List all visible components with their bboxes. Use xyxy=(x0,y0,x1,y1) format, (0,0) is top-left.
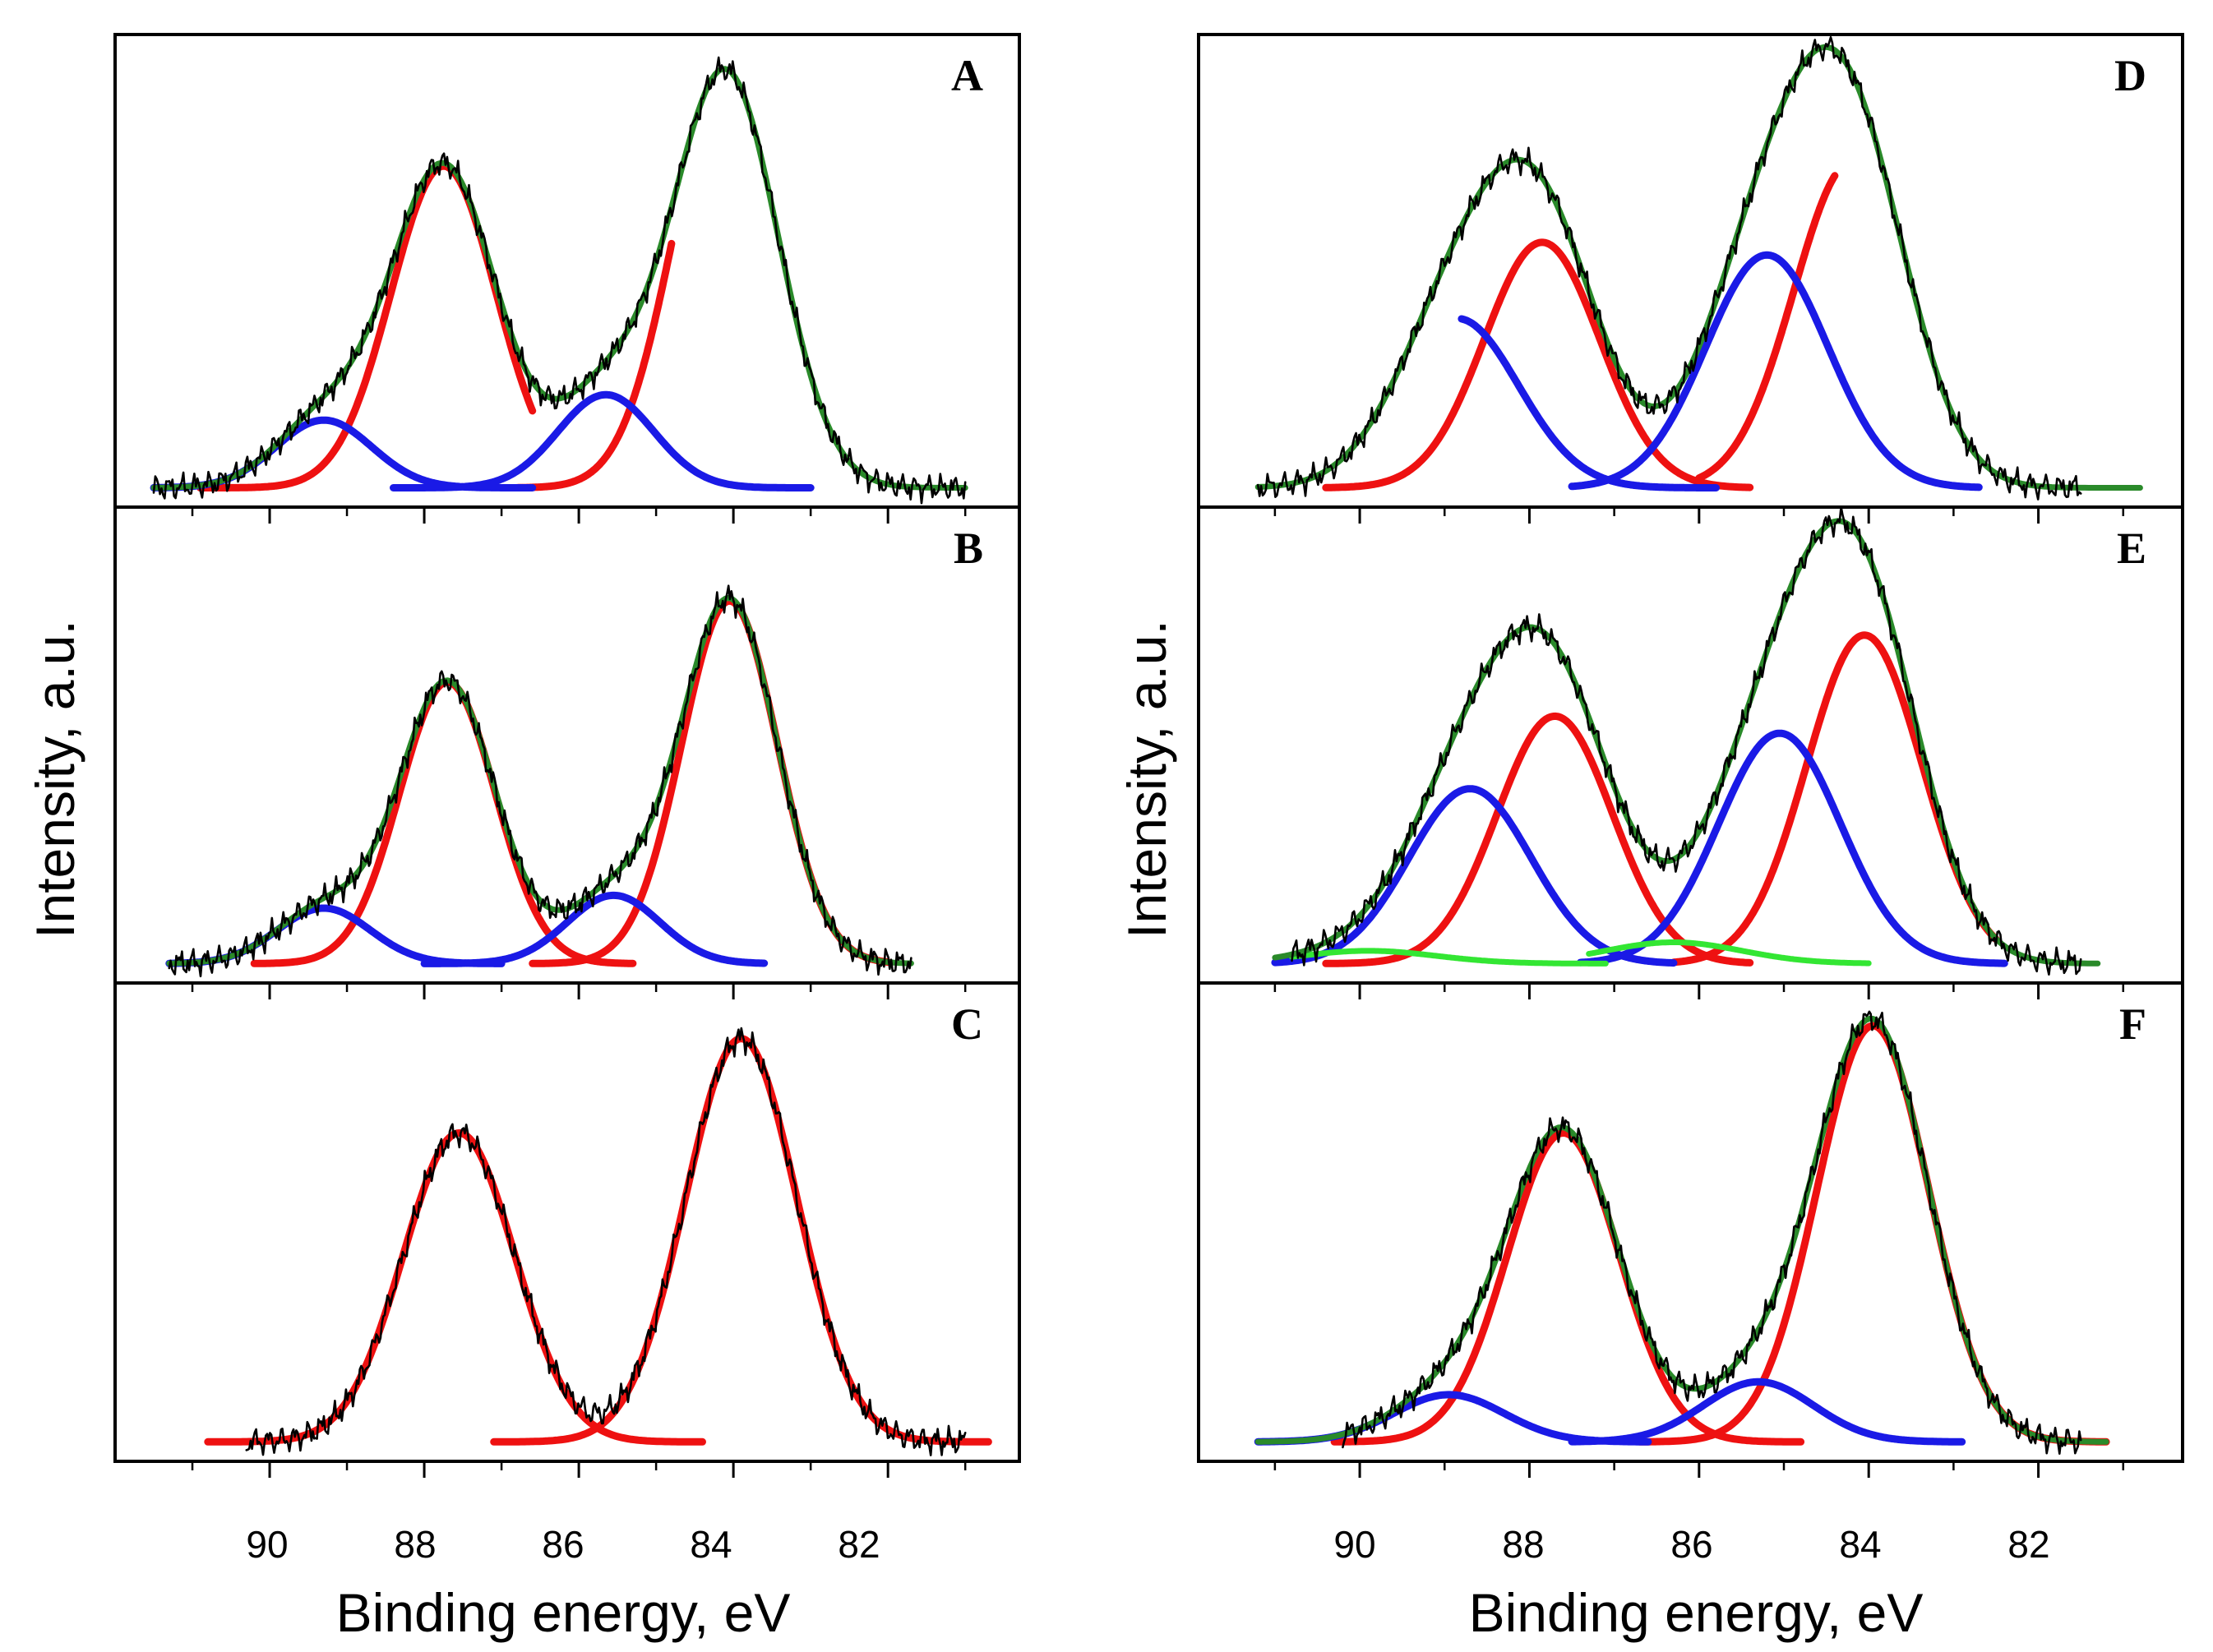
x-tick-label-right-88: 88 xyxy=(1502,1523,1544,1566)
x-tick-label-left-82: 82 xyxy=(838,1523,880,1566)
series-envelope xyxy=(1254,44,2143,491)
series-au0-4f7-2 xyxy=(513,239,676,491)
y-axis-title-right: Intensity, a.u. xyxy=(1116,620,1177,939)
panel-label: D xyxy=(2114,51,2146,100)
plot-area xyxy=(204,1027,992,1456)
series-minor-4f7-2 xyxy=(1586,939,1872,967)
series-au0-4f5-2 xyxy=(1322,238,1754,491)
x-tick-label-right-84: 84 xyxy=(1839,1523,1881,1566)
x-tick-label-left-88: 88 xyxy=(394,1523,436,1566)
x-tick-label-right-86: 86 xyxy=(1670,1523,1712,1566)
panel-label: C xyxy=(951,999,983,1049)
series-minor-4f5-2 xyxy=(1289,948,1609,967)
panel-label: F xyxy=(2119,999,2146,1049)
plot-area xyxy=(1254,36,2143,501)
panel-c: C xyxy=(113,981,1021,1478)
x-tick-labels-right: 90 88 86 84 82 xyxy=(1333,1523,2049,1566)
x-tick-label-left-84: 84 xyxy=(690,1523,732,1566)
panel-label: B xyxy=(954,524,983,573)
panel-f: F xyxy=(1197,981,2184,1478)
series-experimental xyxy=(168,584,912,978)
y-axis-title-left: Intensity, a.u. xyxy=(25,620,85,939)
panel-b: B xyxy=(113,505,1021,999)
plot-area xyxy=(1271,509,2101,976)
plot-area xyxy=(165,584,914,978)
series-experimental xyxy=(1291,509,2082,976)
series-experimental xyxy=(1342,1010,2082,1455)
panel-d: D xyxy=(1197,33,2184,524)
x-axis-title-right: Binding energy, eV xyxy=(1469,1582,1924,1643)
x-tick-label-left-90: 90 xyxy=(246,1523,288,1566)
plot-area xyxy=(150,56,968,505)
series-experimental xyxy=(152,56,967,505)
series-au0-4f7-2 xyxy=(1695,172,1839,482)
series-au0-4f5-2 xyxy=(1330,1129,1805,1446)
series-envelope xyxy=(150,66,968,491)
plot-area xyxy=(1254,1010,2110,1455)
panel-frame xyxy=(1197,981,2184,1463)
x-tick-label-left-86: 86 xyxy=(542,1523,584,1566)
panel-label: E xyxy=(2117,524,2146,573)
panel-frame xyxy=(113,981,1021,1463)
x-tick-label-right-90: 90 xyxy=(1333,1523,1375,1566)
series-au0-4f5-2 xyxy=(1322,712,1754,967)
series-au-4f7-2 xyxy=(1568,1377,1966,1446)
series-experimental xyxy=(1256,36,2082,501)
x-axis-title-left: Binding energy, eV xyxy=(336,1582,791,1643)
x-tick-labels-left: 90 88 86 84 82 xyxy=(246,1523,880,1566)
series-au-4f7-2 xyxy=(1576,729,2008,967)
series-au-4f7-2 xyxy=(1568,251,1983,491)
panels: A B C D E F xyxy=(113,33,2184,1478)
panel-label: A xyxy=(951,51,983,100)
series-experimental xyxy=(245,1027,967,1456)
series-au-4f5-2 xyxy=(1458,315,1720,491)
x-tick-label-right-82: 82 xyxy=(2007,1523,2049,1566)
